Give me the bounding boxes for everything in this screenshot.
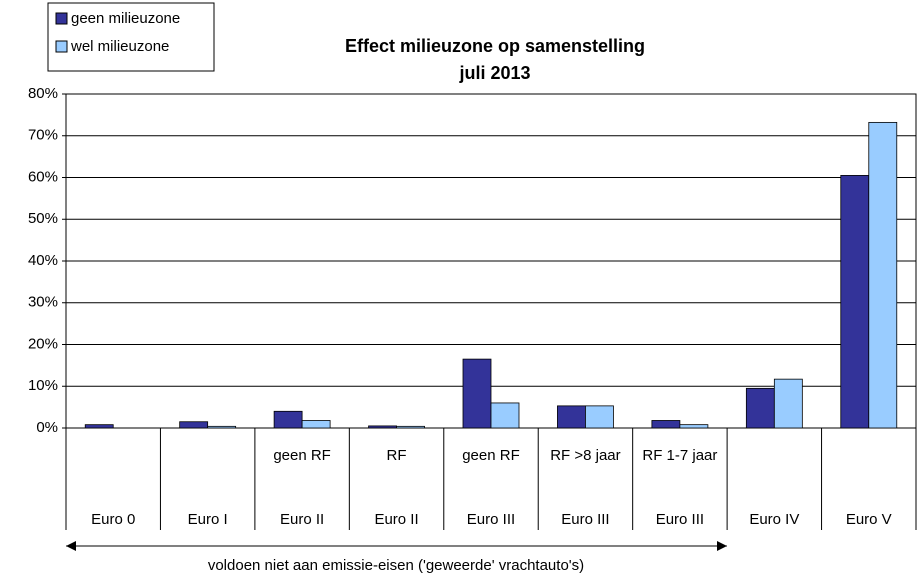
- bar: [679, 424, 709, 429]
- bar: [273, 410, 303, 429]
- bar: [745, 387, 775, 429]
- arrow-head: [717, 541, 727, 551]
- legend-label: wel milieuzone: [70, 38, 169, 55]
- bar: [396, 425, 425, 429]
- x-tick-label: Euro III: [561, 511, 610, 528]
- legend-swatch: [55, 40, 68, 53]
- arrow-head: [66, 541, 76, 551]
- bar: [585, 405, 614, 429]
- x-subcategory-label: geen RF: [273, 447, 331, 464]
- bar: [651, 420, 681, 429]
- legend-label: geen milieuzone: [71, 10, 180, 27]
- bar: [368, 425, 397, 429]
- x-subcategory-label: RF 1-7 jaar: [642, 447, 718, 464]
- x-tick-label: Euro I: [187, 511, 228, 528]
- y-tick-label: 20%: [28, 335, 58, 352]
- bar: [840, 175, 870, 429]
- bar: [868, 121, 898, 429]
- legend-box: [47, 2, 215, 72]
- y-tick-label: 10%: [28, 377, 58, 394]
- bar: [84, 424, 114, 429]
- x-subcategory-label: RF >8 jaar: [550, 447, 621, 464]
- x-tick-label: Euro III: [655, 511, 705, 528]
- x-tick-label: Euro 0: [91, 511, 136, 528]
- y-tick-label: 70%: [28, 127, 58, 144]
- legend-swatch: [55, 12, 68, 25]
- chart-title: Effect milieuzone op samenstelling: [345, 36, 645, 56]
- y-tick-label: 0%: [36, 419, 58, 436]
- x-tick-label: Euro IV: [749, 511, 800, 528]
- chart-subtitle: juli 2013: [458, 63, 530, 83]
- x-tick-label: Euro V: [845, 511, 892, 528]
- bar: [490, 402, 520, 429]
- bar: [773, 378, 803, 429]
- bar: [301, 420, 331, 429]
- bar: [207, 425, 237, 429]
- y-tick-label: 40%: [28, 252, 58, 269]
- x-tick-label: Euro II: [374, 511, 419, 528]
- x-subcategory-label: RF: [386, 447, 407, 464]
- annotation: voldoen niet aan emissie-eisen ('geweerd…: [208, 557, 584, 574]
- y-tick-label: 60%: [28, 168, 58, 185]
- x-subcategory-label: geen RF: [462, 447, 520, 464]
- x-tick-label: Euro II: [280, 511, 325, 528]
- y-tick-label: 80%: [28, 85, 58, 102]
- y-tick-label: 30%: [28, 294, 58, 311]
- bar: [179, 421, 209, 429]
- x-tick-label: Euro III: [466, 511, 516, 528]
- bar: [557, 405, 586, 429]
- bar: [462, 358, 492, 429]
- y-tick-label: 50%: [28, 210, 58, 227]
